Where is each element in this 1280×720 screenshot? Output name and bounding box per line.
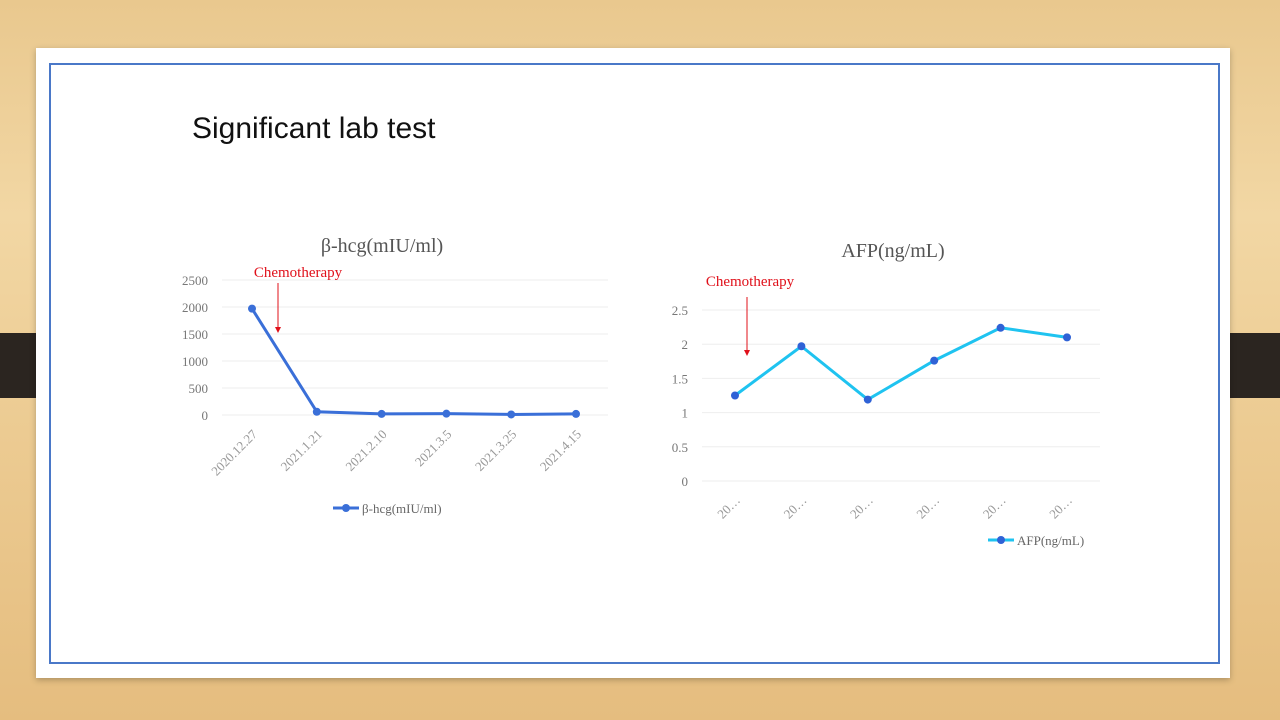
chart-title: AFP(ng/mL) xyxy=(841,240,944,262)
data-point xyxy=(312,407,321,416)
x-tick-label: 2021.4.15 xyxy=(537,427,584,474)
data-point xyxy=(377,409,386,418)
chemotherapy-annotation: Chemotherapy xyxy=(254,265,343,281)
legend-marker xyxy=(997,536,1005,544)
slide xyxy=(36,48,1230,678)
y-tick-label: 1.5 xyxy=(672,371,688,386)
data-point xyxy=(731,391,739,400)
x-tick-label: 2021.2.10 xyxy=(342,427,389,474)
series-line xyxy=(250,307,577,416)
slide-title: Significant lab test xyxy=(192,112,436,145)
y-tick-label: 2 xyxy=(682,337,689,352)
data-point xyxy=(797,342,806,351)
x-tick-label: 20… xyxy=(980,493,1009,522)
chemotherapy-annotation: Chemotherapy xyxy=(706,274,795,290)
y-tick-label: 2.5 xyxy=(672,303,688,318)
slide-frame xyxy=(49,63,1220,664)
x-tick-label: 20… xyxy=(913,493,942,522)
arrow-head xyxy=(744,350,750,356)
legend-label: AFP(ng/mL) xyxy=(1017,533,1084,548)
x-tick-label: 2021.1.21 xyxy=(278,427,325,474)
arrow-head xyxy=(275,327,281,333)
data-point xyxy=(996,323,1005,332)
data-point xyxy=(1063,333,1071,342)
y-tick-label: 2500 xyxy=(182,273,208,288)
x-tick-label: 2020.12.27 xyxy=(208,426,260,478)
y-tick-label: 500 xyxy=(189,381,209,396)
y-tick-label: 0.5 xyxy=(672,440,688,455)
x-tick-label: 2021.3.25 xyxy=(472,427,519,474)
y-tick-label: 1000 xyxy=(182,354,208,369)
data-point xyxy=(930,356,939,365)
y-tick-label: 1500 xyxy=(182,327,208,342)
x-tick-label: 2021.3.5 xyxy=(412,427,455,470)
legend-marker xyxy=(342,504,350,512)
data-point xyxy=(572,409,580,418)
chart-title: β-hcg(mIU/ml) xyxy=(321,235,443,257)
x-tick-label: 20… xyxy=(714,493,743,522)
data-point xyxy=(507,410,516,419)
y-tick-label: 1 xyxy=(682,406,689,421)
y-tick-label: 0 xyxy=(682,474,689,489)
x-tick-label: 20… xyxy=(1046,493,1075,522)
data-point xyxy=(248,304,256,313)
y-tick-label: 2000 xyxy=(182,300,208,315)
data-point xyxy=(442,409,451,418)
series-line xyxy=(734,326,1068,402)
x-tick-label: 20… xyxy=(847,493,876,522)
y-tick-label: 0 xyxy=(202,408,209,423)
legend-label: β-hcg(mIU/ml) xyxy=(362,501,442,516)
x-tick-label: 20… xyxy=(781,493,810,522)
data-point xyxy=(863,395,872,404)
